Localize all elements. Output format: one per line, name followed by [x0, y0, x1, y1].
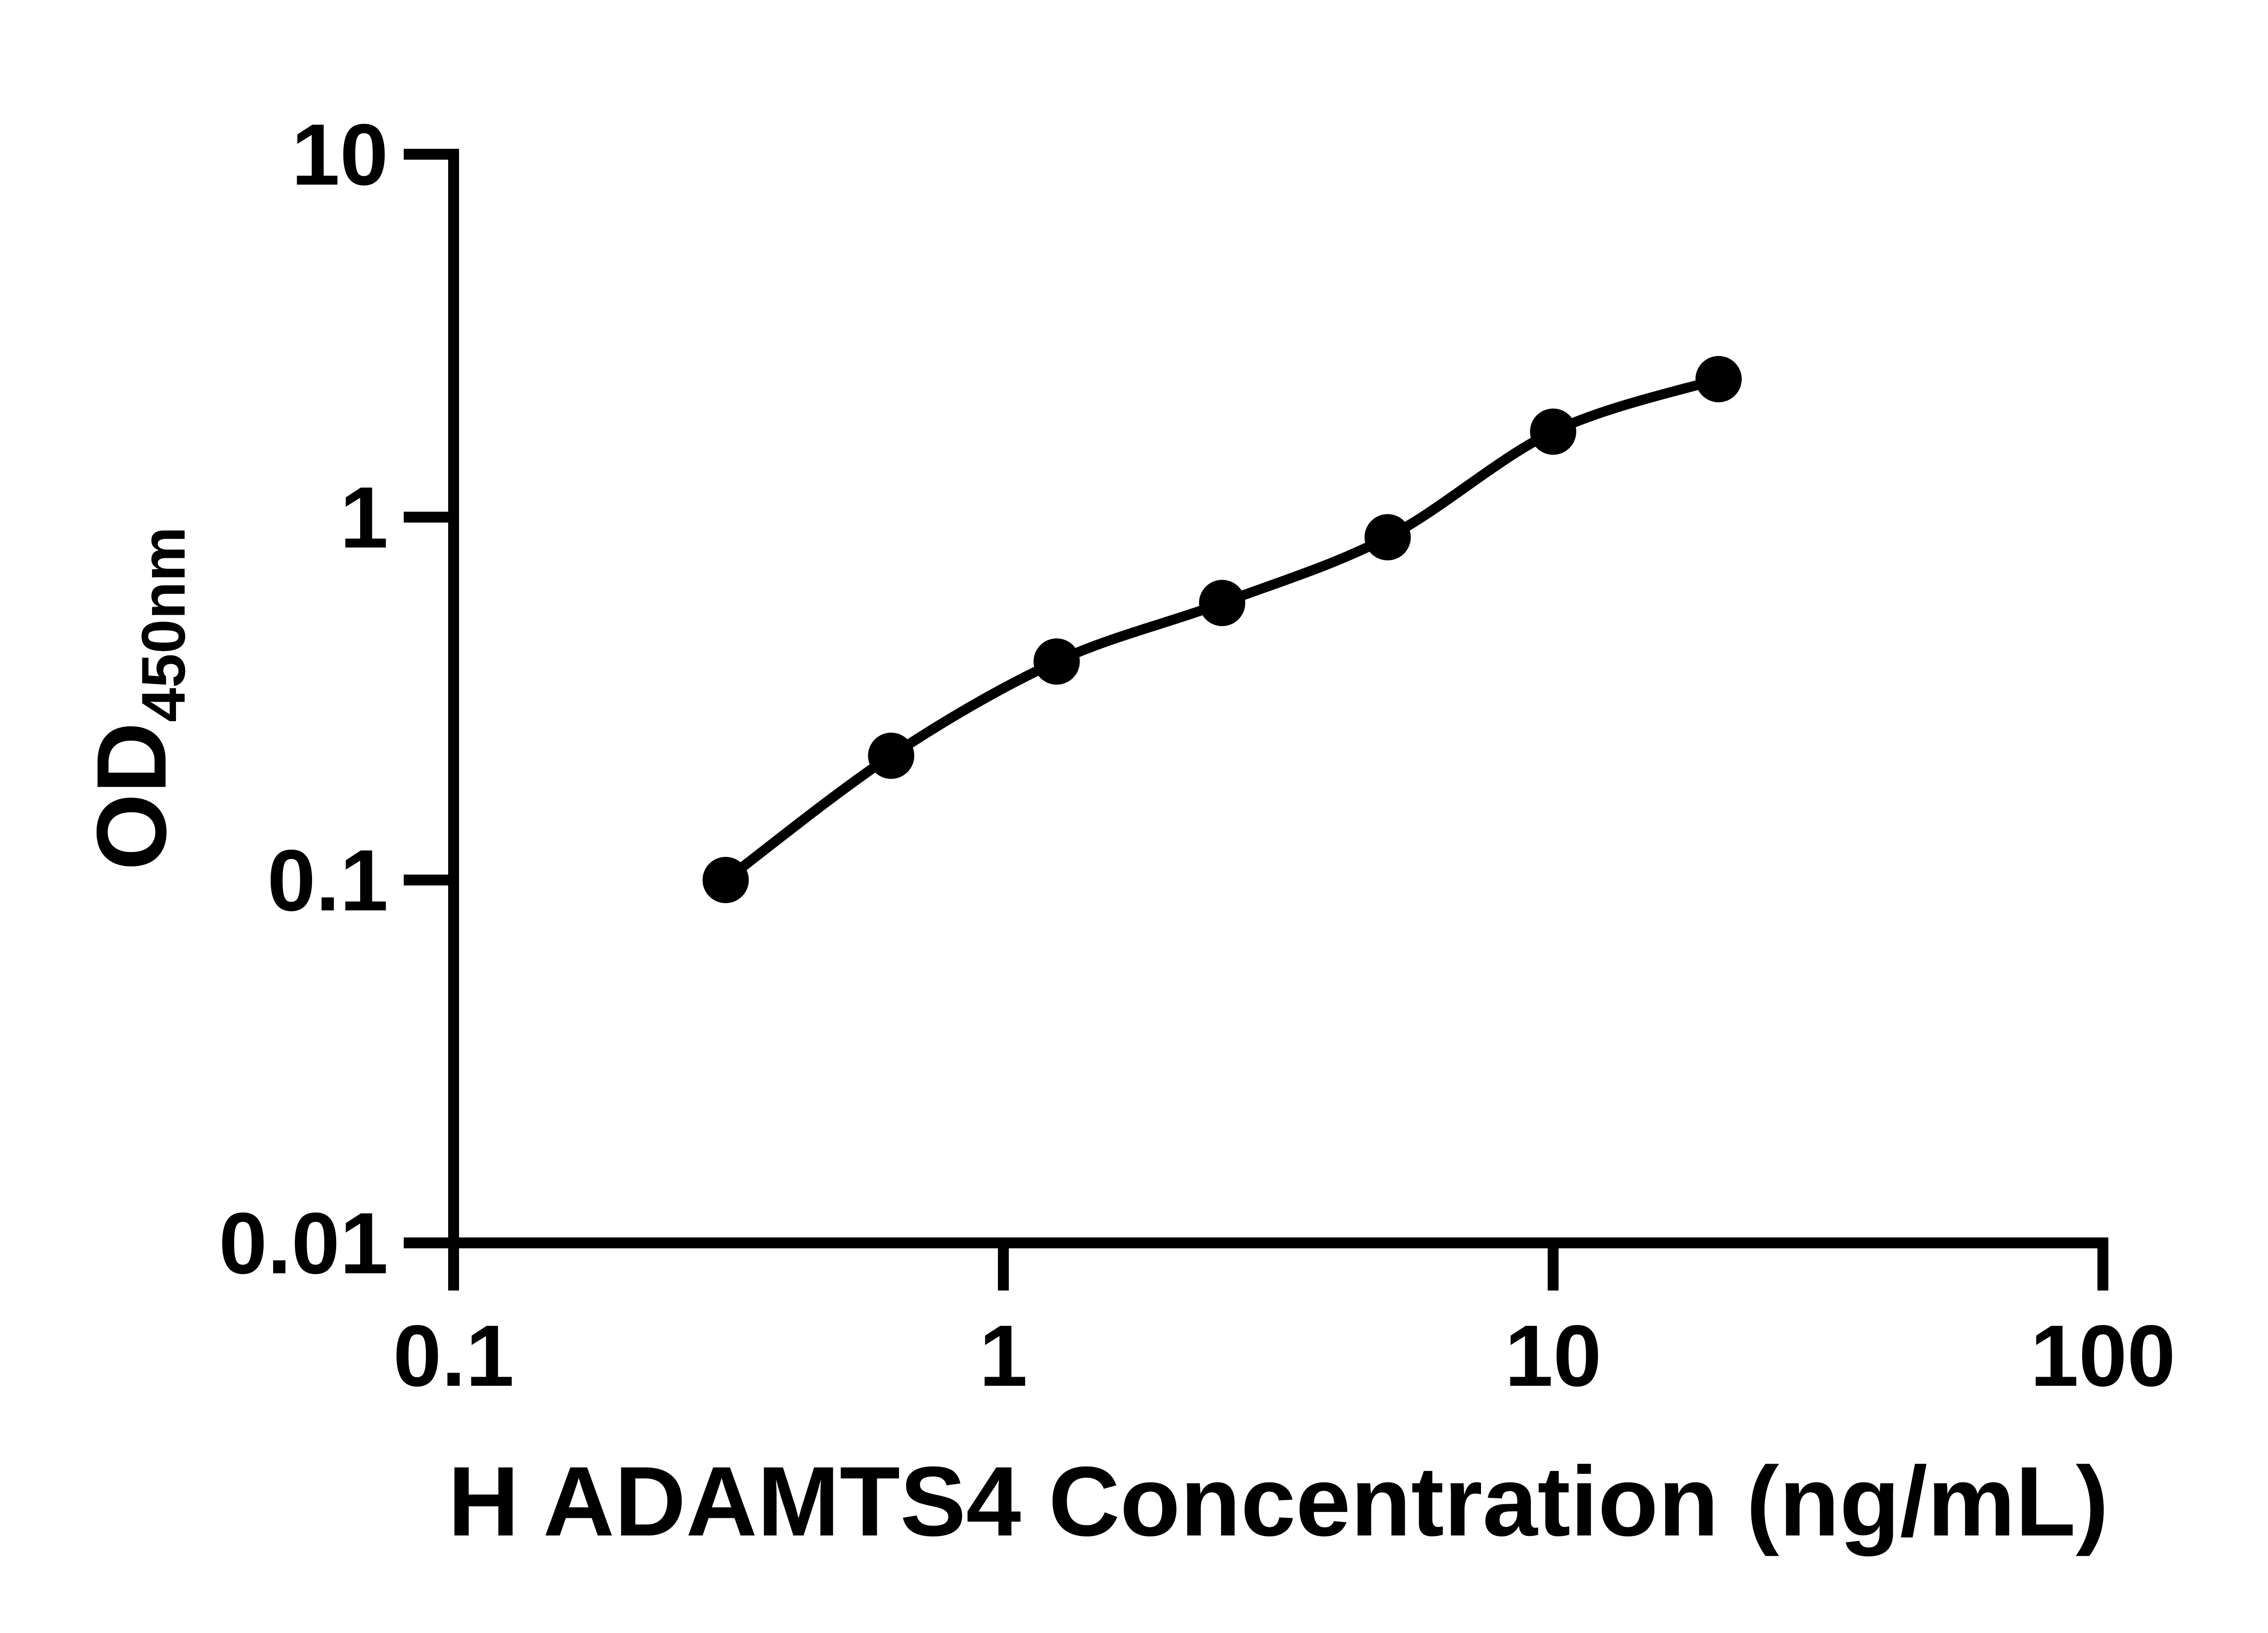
y-tick-label: 10	[291, 106, 388, 203]
y-tick-label: 0.01	[219, 1194, 388, 1292]
y-tick-label: 0.1	[267, 831, 388, 929]
y-axis-tick-labels: 10 1 0.1 0.01	[219, 106, 388, 1292]
x-tick-label: 0.1	[393, 1307, 514, 1404]
data-point	[868, 733, 914, 779]
data-point	[1033, 638, 1080, 685]
data-point	[1364, 514, 1411, 561]
y-axis-ticks	[404, 149, 454, 1248]
y-axis-title-subscript: 450nm	[129, 527, 198, 722]
data-point	[702, 857, 749, 903]
data-points	[702, 356, 1742, 903]
data-point	[1530, 408, 1576, 455]
y-axis-title: OD450nm	[77, 527, 198, 870]
x-tick-label: 10	[1505, 1307, 1602, 1404]
x-axis-title: H ADAMTS4 Concentration (ng/mL)	[448, 1447, 2108, 1557]
data-point	[1199, 580, 1246, 626]
y-axis-title-main: OD	[77, 722, 187, 870]
x-tick-label: 1	[979, 1307, 1028, 1404]
x-axis-tick-labels: 0.1 1 10 100	[393, 1307, 2176, 1404]
data-point	[1695, 356, 1742, 402]
x-axis-ticks	[448, 1243, 2108, 1291]
y-tick-label: 1	[340, 469, 388, 566]
x-tick-label: 100	[2030, 1307, 2175, 1404]
fit-curve-line	[720, 374, 1724, 885]
